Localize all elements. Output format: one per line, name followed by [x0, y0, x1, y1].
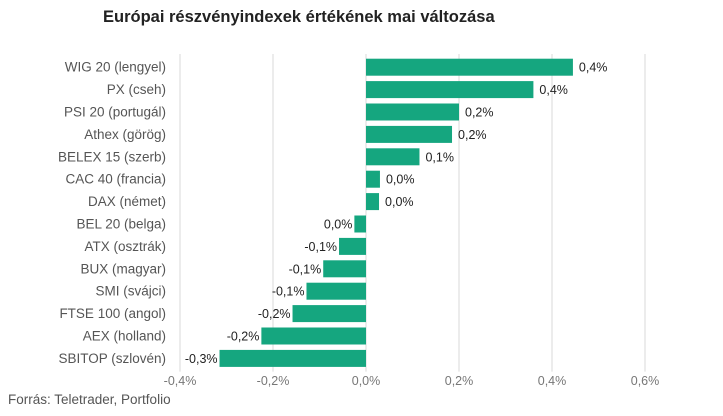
data-label: -0,1% — [304, 240, 337, 254]
data-label: -0,1% — [289, 262, 322, 276]
bar — [366, 58, 573, 76]
bar — [366, 170, 380, 188]
x-tick-label: -0,4% — [164, 374, 197, 388]
category-label: ATX (osztrák) — [84, 239, 166, 254]
data-label: -0,1% — [272, 285, 305, 299]
category-label: DAX (német) — [88, 194, 166, 209]
category-labels: WIG 20 (lengyel) PX (cseh) PSI 20 (portugá… — [58, 60, 166, 366]
bar — [339, 237, 366, 255]
data-label: -0,2% — [258, 307, 291, 321]
bar — [366, 103, 459, 121]
category-label: BEL 20 (belga) — [76, 217, 166, 232]
data-labels: 0,4% 0,4% 0,2% 0,2% 0,1% 0,0% 0,0% 0,0% -0,1% -0,… — [185, 61, 608, 366]
category-label: SBITOP (szlovén) — [58, 351, 166, 366]
category-label: SMI (svájci) — [96, 284, 167, 299]
bar — [306, 282, 366, 300]
data-label: -0,2% — [227, 330, 260, 344]
category-label: PX (cseh) — [107, 82, 166, 97]
chart-title: Európai részvényindexek értékének mai vá… — [103, 8, 495, 26]
bar — [366, 193, 380, 211]
data-label: 0,4% — [539, 83, 568, 97]
category-label: FTSE 100 (angol) — [59, 306, 166, 321]
bar — [323, 260, 366, 278]
data-label: 0,0% — [385, 195, 414, 209]
category-label: BUX (magyar) — [80, 261, 166, 276]
bar — [366, 125, 453, 143]
bar — [261, 327, 366, 345]
category-label: PSI 20 (portugál) — [64, 105, 166, 120]
grid-lines — [179, 54, 646, 372]
data-label: 0,1% — [425, 150, 454, 164]
bar — [366, 81, 534, 99]
category-label: CAC 40 (francia) — [65, 172, 166, 187]
x-tick-label: -0,2% — [257, 374, 290, 388]
category-label: WIG 20 (lengyel) — [65, 60, 166, 75]
data-label: 0,2% — [465, 106, 494, 120]
x-tick-label: 0,4% — [538, 374, 567, 388]
data-label: 0,0% — [324, 218, 353, 232]
data-label: -0,3% — [185, 352, 218, 366]
x-tick-label: 0,2% — [445, 374, 474, 388]
data-label: 0,2% — [458, 128, 487, 142]
bar — [366, 148, 420, 166]
x-tick-label: 0,0% — [352, 374, 381, 388]
data-label: 0,4% — [579, 61, 608, 75]
bar — [354, 215, 366, 233]
bar — [219, 349, 366, 367]
source-note: Forrás: Teletrader, Portfolio — [8, 392, 171, 407]
data-label: 0,0% — [386, 173, 415, 187]
x-tick-label: 0,6% — [631, 374, 660, 388]
category-label: Athex (görög) — [84, 127, 166, 142]
bar — [292, 305, 366, 323]
bars — [219, 58, 573, 367]
x-axis-ticks: -0,4% -0,2% 0,0% 0,2% 0,4% 0,6% — [164, 374, 660, 388]
category-label: AEX (holland) — [83, 329, 166, 344]
category-label: BELEX 15 (szerb) — [58, 149, 166, 164]
